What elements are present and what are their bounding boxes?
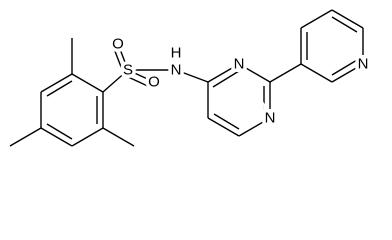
atom-label: N xyxy=(358,56,369,73)
atom-label: N xyxy=(171,62,182,79)
atom-label: S xyxy=(123,62,133,79)
structure-diagram: O O S H N N N N xyxy=(9,9,369,147)
bonds xyxy=(9,9,364,147)
atom-label: H xyxy=(171,45,182,62)
atom-label: N xyxy=(234,56,245,73)
atom-label: O xyxy=(112,36,124,53)
atom-label: N xyxy=(265,110,276,127)
atom-label: O xyxy=(148,74,160,91)
